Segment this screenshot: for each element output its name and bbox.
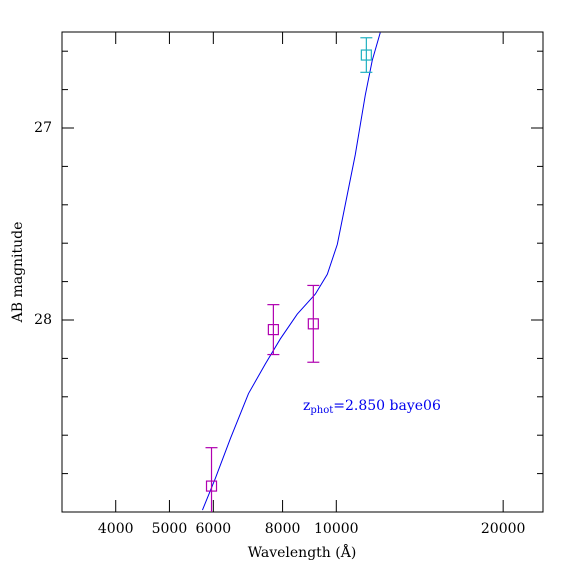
x-tick-label: 4000 <box>98 521 134 537</box>
annotation-main: z <box>303 398 310 414</box>
plot-area <box>201 32 381 512</box>
model-curve <box>201 32 381 511</box>
data-point <box>267 324 279 336</box>
x-tick-label: 8000 <box>265 521 301 537</box>
x-tick-label: 20000 <box>481 521 526 537</box>
y-axis-label: AB magnitude <box>10 222 26 324</box>
x-tick-label: 6000 <box>196 521 232 537</box>
data-point <box>205 480 218 492</box>
annotation-rest: =2.850 baye06 <box>333 398 441 414</box>
annotation: zphot=2.850 baye06 <box>303 398 441 416</box>
error-bar <box>360 37 373 73</box>
error-bar <box>267 304 280 356</box>
y-tick-label: 27 <box>34 120 52 136</box>
plot-frame <box>61 31 544 513</box>
x-tick-label: 10000 <box>314 521 359 537</box>
error-bar <box>307 284 320 363</box>
x-tick-label: 5000 <box>152 521 188 537</box>
x-axis-label: Wavelength (Å) <box>248 543 357 561</box>
y-tick-label: 28 <box>34 312 52 328</box>
annotation-sub: phot <box>310 405 333 416</box>
data-point <box>360 49 372 61</box>
data-point <box>307 318 319 330</box>
error-bar <box>205 447 218 512</box>
